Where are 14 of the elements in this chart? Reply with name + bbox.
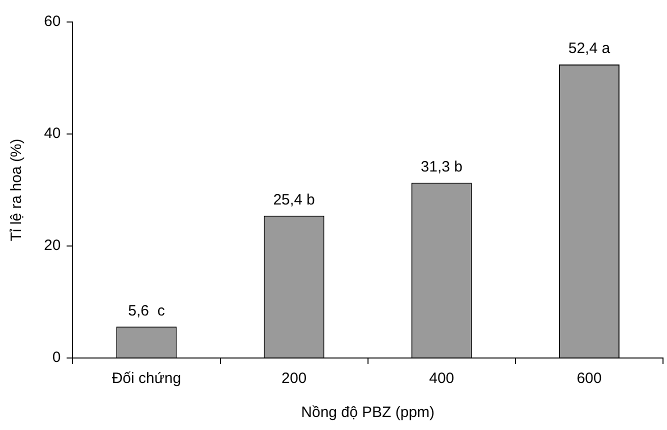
data-label: 31,3 b	[420, 158, 462, 176]
data-label: 52,4 a	[568, 40, 611, 58]
x-axis-title: Nồng độ PBZ (ppm)	[301, 404, 435, 422]
x-tick-label: 400	[429, 370, 454, 388]
x-tick-label: 600	[576, 370, 602, 388]
data-label: 5,6 c	[128, 302, 166, 320]
y-axis-title: Tỉ lệ ra hoa (%)	[8, 138, 26, 242]
x-tick-label: Đối chứng	[112, 370, 182, 388]
y-tick-label: 40	[44, 125, 61, 142]
y-tick-label: 60	[44, 13, 61, 30]
x-tick-label: 200	[282, 370, 307, 388]
y-tick-label: 0	[52, 349, 61, 366]
data-label: 25,4 b	[273, 191, 315, 208]
y-tick-label: 20	[44, 237, 61, 254]
